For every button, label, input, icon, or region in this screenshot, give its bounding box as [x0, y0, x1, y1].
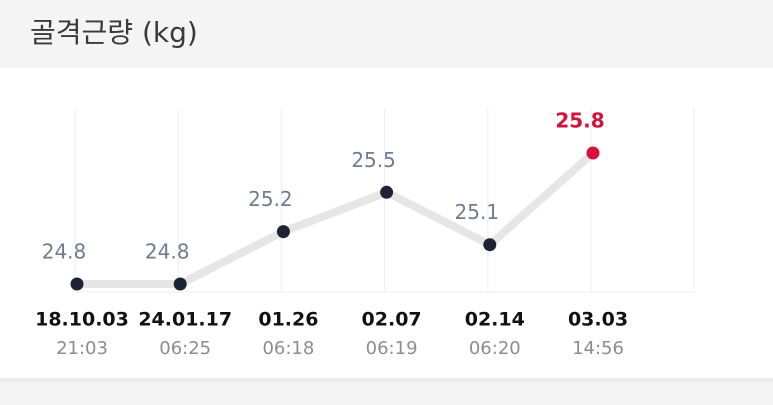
- value-label: 25.5: [351, 148, 396, 172]
- series-line: [73, 149, 597, 288]
- x-tick-time: 06:25: [159, 338, 211, 359]
- x-tick-label: 02.14: [465, 309, 525, 331]
- x-tick-label: 03.03: [568, 309, 628, 331]
- x-tick-label: 02.07: [362, 309, 422, 331]
- value-label: 24.8: [42, 240, 87, 264]
- card: [0, 68, 773, 378]
- data-point: [483, 238, 497, 252]
- value-label: 25.1: [455, 200, 500, 224]
- x-tick-label: 24.01.17: [138, 309, 232, 331]
- data-point: [70, 277, 84, 291]
- data-point: [173, 277, 187, 291]
- value-label: 25.2: [248, 187, 293, 211]
- card-shadow: [0, 378, 773, 382]
- value-label: 25.8: [555, 109, 604, 133]
- section-title: 골격근량 (kg): [30, 16, 198, 49]
- x-tick-time: 06:20: [469, 338, 521, 359]
- value-label: 24.8: [145, 240, 190, 264]
- x-tick-time: 06:19: [366, 338, 418, 359]
- data-point: [380, 185, 394, 199]
- x-tick-label: 01.26: [258, 309, 318, 331]
- data-point: [276, 225, 290, 239]
- x-tick-time: 21:03: [56, 338, 108, 359]
- x-tick-label: 18.10.03: [35, 309, 129, 331]
- x-tick-time: 14:56: [572, 338, 624, 359]
- x-tick-time: 06:18: [262, 338, 314, 359]
- data-point: [586, 146, 600, 160]
